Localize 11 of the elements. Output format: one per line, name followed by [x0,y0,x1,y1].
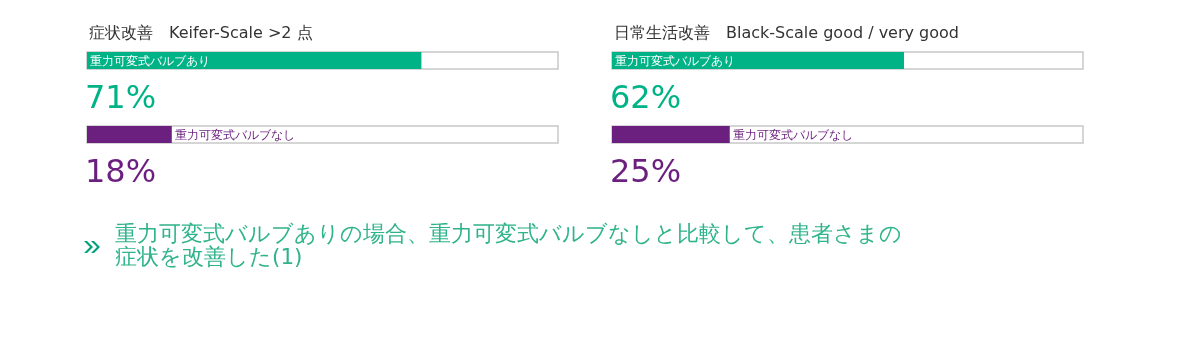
y-tick-label: 重力可変式バルブなし [732,128,853,142]
y-tick-label: 重力可変式バルブあり [90,54,210,68]
y-tick-label: 重力可変式バルブなし [174,128,295,142]
chart-title: 症状改善 Keifer-Scale >2 点 [89,23,313,42]
data-label: 18% [85,152,157,190]
data-label: 25% [610,152,682,190]
data-label: 71% [85,78,157,116]
chart-title: 日常生活改善 Black-Scale good / very good [614,23,959,42]
text: 重力可変式バルブありの場合、重力可変式バルブなしと比較して、患者さまの症状を改善した(1) [115,221,903,269]
y-tick-label: 重力可変式バルブあり [615,54,735,68]
data-label: 62% [610,78,682,116]
